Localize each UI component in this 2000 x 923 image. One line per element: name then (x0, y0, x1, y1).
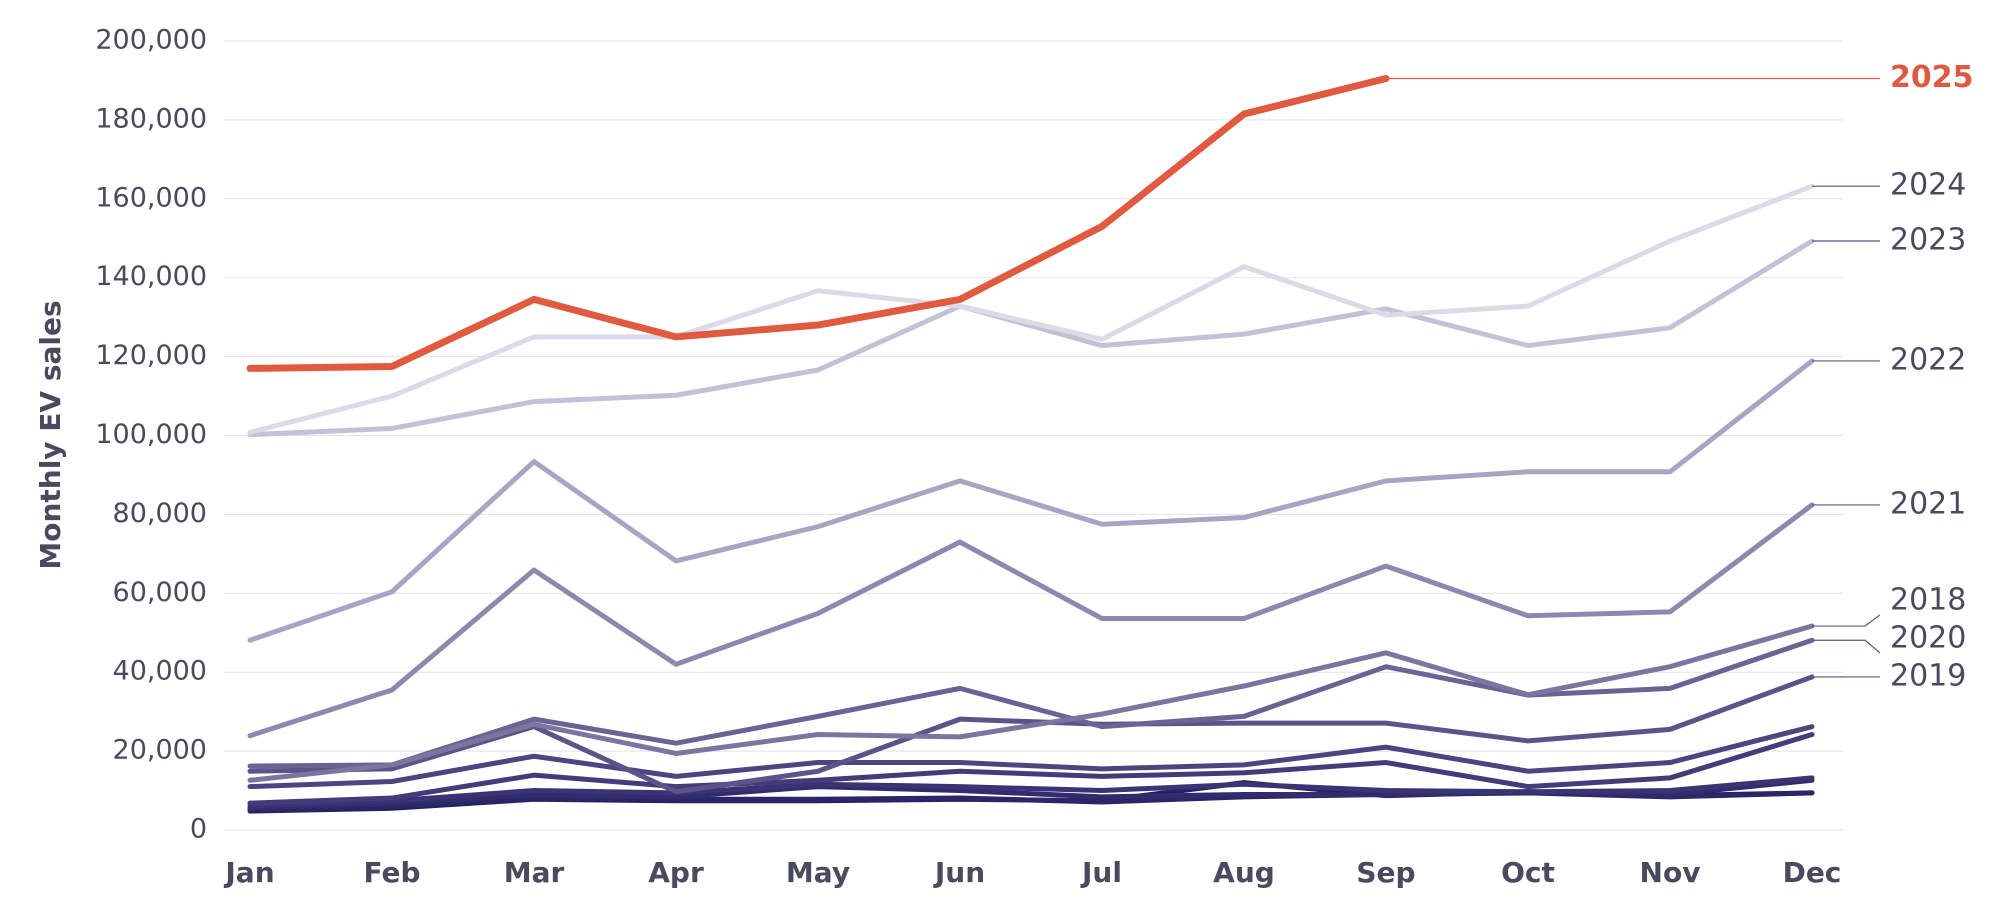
x-tick-label: Jul (1080, 856, 1122, 889)
series-label: 2019 (1890, 658, 1966, 693)
series-line (247, 674, 1815, 795)
y-tick-label: 80,000 (113, 498, 207, 529)
series-line (247, 358, 1815, 643)
x-tick-label: Feb (363, 856, 420, 889)
series-line (247, 623, 1815, 783)
y-axis-title: Monthly EV sales (34, 300, 67, 569)
x-tick-label: Dec (1783, 856, 1842, 889)
series-line (247, 637, 1815, 769)
x-tick-label: Oct (1501, 856, 1555, 889)
x-tick-label: May (786, 856, 850, 889)
y-tick-label: 160,000 (95, 182, 207, 213)
series-label: 2023 (1890, 223, 1966, 258)
series-label: 2024 (1890, 168, 1966, 203)
series-label: 2025 (1890, 60, 1974, 95)
series-label: 2018 (1890, 582, 1966, 617)
y-tick-label: 60,000 (113, 577, 207, 608)
y-tick-label: 20,000 (113, 735, 207, 766)
x-tick-label: Aug (1213, 856, 1275, 889)
series-label: 2021 (1890, 486, 1966, 521)
y-tick-label: 100,000 (95, 419, 207, 450)
y-tick-label: 200,000 (95, 25, 207, 56)
y-tick-label: 180,000 (95, 103, 207, 134)
series-label: 2022 (1890, 342, 1966, 377)
x-tick-label: Jan (223, 856, 274, 889)
series-line (247, 775, 1815, 809)
x-tick-label: Apr (648, 856, 704, 889)
x-tick-label: Mar (504, 856, 565, 889)
series-line (247, 183, 1815, 435)
y-tick-label: 140,000 (95, 261, 207, 292)
series-line (246, 74, 1390, 372)
x-tick-label: Nov (1640, 856, 1701, 889)
y-tick-label: 40,000 (113, 656, 207, 687)
y-tick-label: 120,000 (95, 340, 207, 371)
x-tick-label: Sep (1356, 856, 1415, 889)
series-line (247, 502, 1815, 739)
series-line (247, 724, 1815, 790)
series-line (247, 732, 1815, 806)
label-leader (1812, 614, 1881, 627)
y-tick-label: 0 (190, 814, 207, 845)
series-label: 2020 (1890, 620, 1966, 655)
label-leader (1812, 639, 1881, 654)
x-tick-label: Jun (933, 856, 985, 889)
series-line (247, 238, 1815, 438)
